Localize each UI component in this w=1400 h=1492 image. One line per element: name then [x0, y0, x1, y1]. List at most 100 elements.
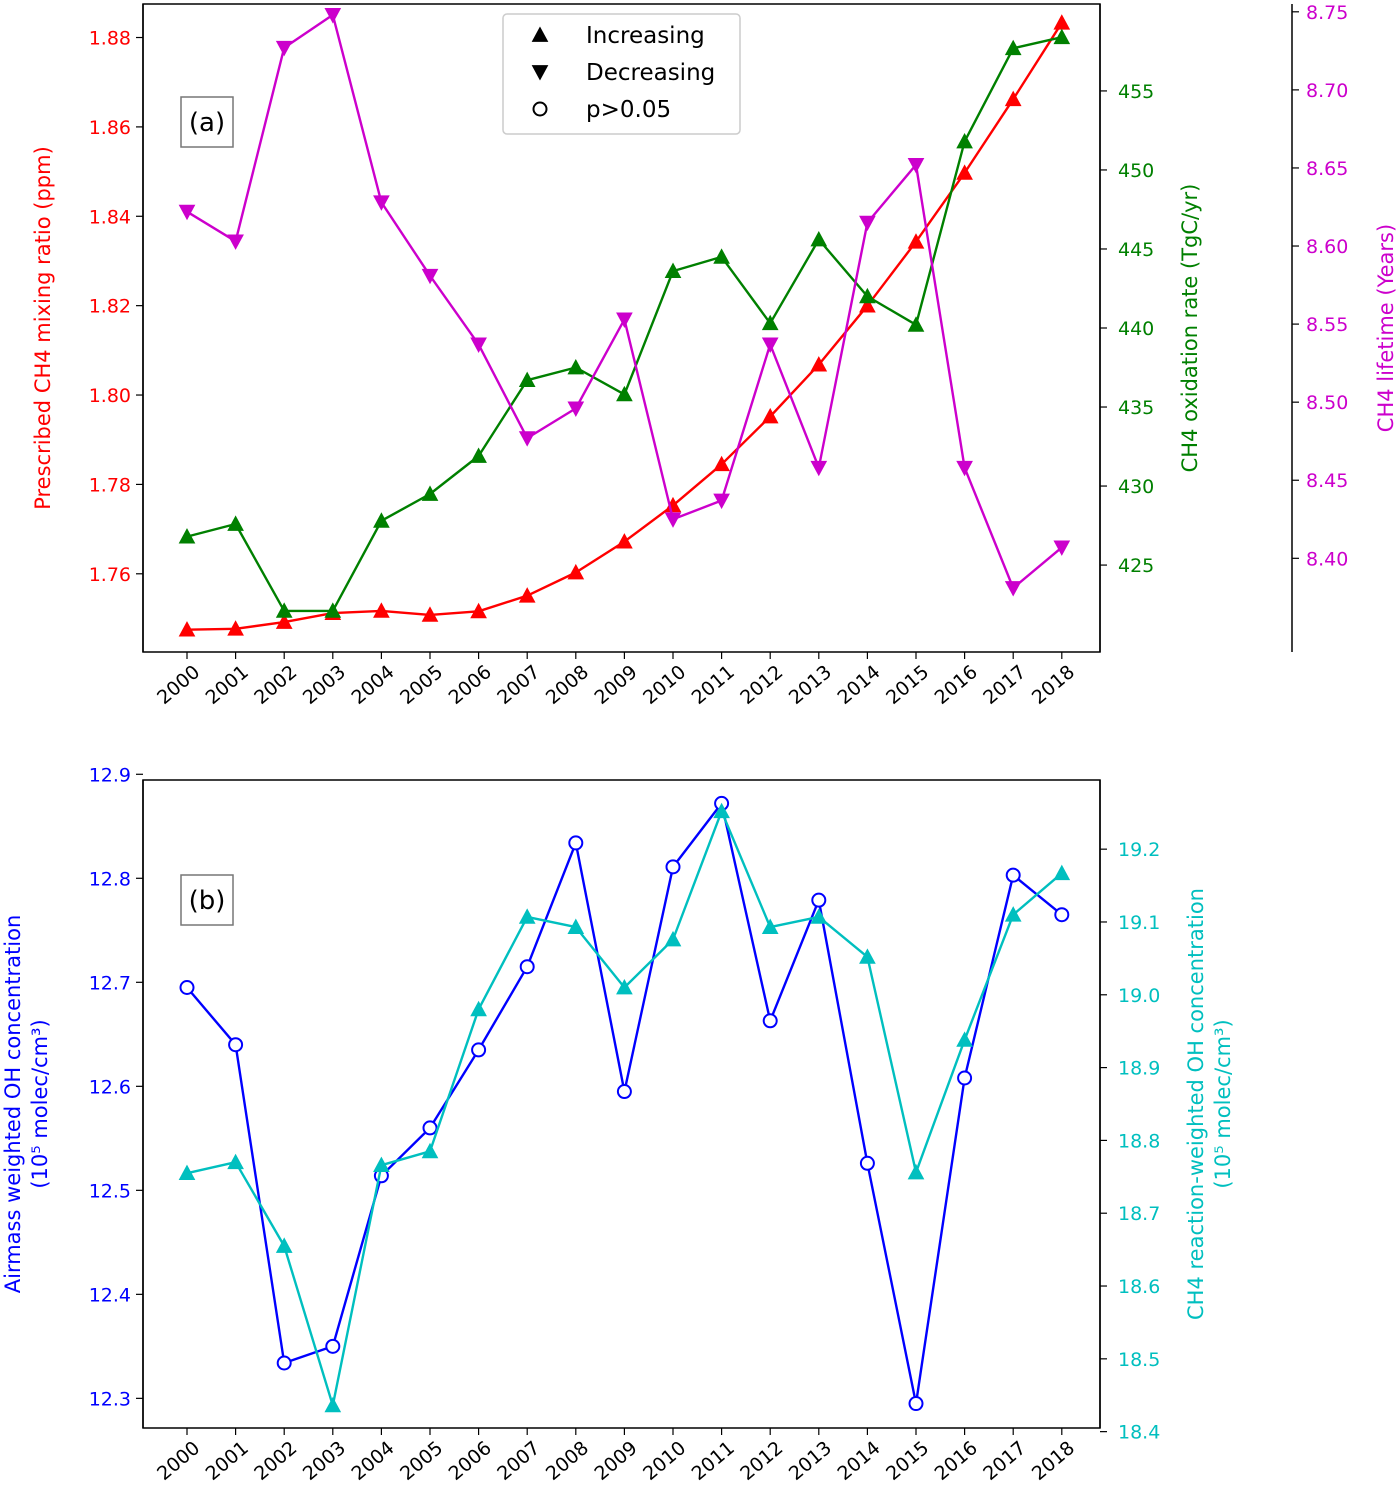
legend-label: p>0.05: [586, 97, 671, 123]
data-point-left: [957, 1070, 973, 1086]
right2-axis-title: CH4 lifetime (Years): [1374, 224, 1398, 432]
data-point-right: [664, 262, 682, 278]
data-point-left: [228, 1037, 244, 1053]
x-tick-label: 2007: [493, 661, 544, 709]
legend-marker: [531, 65, 549, 81]
x-tick-label: 2007: [493, 1437, 544, 1485]
data-point-left: [956, 164, 973, 180]
data-point-right: [616, 385, 633, 402]
x-tick-label: 2017: [979, 1437, 1030, 1485]
data-point-left: [421, 606, 439, 622]
data-point-right: [178, 528, 196, 544]
data-point-left: [275, 613, 293, 629]
x-tick-label: 2014: [833, 661, 884, 709]
x-tick-label: 2012: [736, 1437, 787, 1485]
right-axis-title: CH4 oxidation rate (TgC/yr): [1178, 184, 1202, 473]
data-point-right: [1053, 28, 1071, 45]
data-point-right: [178, 1164, 196, 1181]
right2-y-tick-label: 8.40: [1306, 548, 1348, 570]
right-y-tick-label: 450: [1118, 160, 1154, 182]
right-y-tick-label: 18.5: [1118, 1349, 1160, 1371]
data-point-right: [859, 948, 876, 964]
data-point-left: [1053, 14, 1071, 30]
data-point-left: [859, 297, 876, 313]
right-y-tick-label: 445: [1118, 239, 1154, 261]
data-point-right2: [713, 493, 730, 510]
right-y-tick-label: 19.1: [1118, 912, 1160, 934]
panel-label-box: [180, 874, 234, 926]
data-point-right2: [470, 337, 487, 353]
right2-y-tick-label: 8.50: [1306, 392, 1348, 414]
x-tick-label: 2006: [445, 1437, 496, 1485]
data-point-right: [421, 1142, 439, 1159]
x-tick-label: 2016: [931, 1437, 982, 1485]
x-tick-label: 2002: [250, 1437, 301, 1485]
right-y-tick-label: 18.8: [1118, 1130, 1160, 1152]
right-y-tick-label: 19.0: [1118, 985, 1160, 1007]
x-tick-label: 2018: [1028, 1437, 1079, 1485]
data-point-right: [567, 358, 585, 375]
right-y-tick-label: 455: [1118, 81, 1154, 103]
right2-y-tick-label: 8.60: [1306, 236, 1348, 258]
data-point-left: [1005, 867, 1021, 883]
series-line-left: [186, 802, 1063, 1405]
data-point-right2: [1053, 540, 1071, 556]
data-point-left: [470, 602, 487, 619]
data-point-right: [421, 485, 439, 501]
x-tick-label: 2000: [153, 661, 204, 709]
x-tick-label: 2011: [688, 661, 739, 709]
x-tick-label: 2009: [590, 661, 641, 709]
right2-y-tick-label: 8.45: [1306, 470, 1348, 492]
legend-marker: [531, 26, 549, 42]
data-point-right2: [664, 512, 682, 528]
right-y-tick-label: 18.9: [1118, 1058, 1160, 1080]
data-point-right: [227, 515, 244, 531]
left-y-tick-label: 12.5: [89, 1180, 131, 1202]
data-point-right: [470, 1000, 487, 1017]
data-point-left: [325, 1338, 341, 1354]
x-tick-label: 2009: [590, 1437, 641, 1485]
data-point-right: [664, 930, 682, 947]
data-point-left: [761, 407, 779, 424]
data-point-left: [567, 563, 585, 580]
data-point-right: [1004, 39, 1022, 56]
data-point-right: [373, 1156, 390, 1173]
x-tick-label: 2005: [396, 1437, 447, 1485]
data-point-right2: [518, 431, 536, 447]
x-tick-label: 2001: [202, 661, 253, 709]
x-tick-label: 2003: [299, 661, 350, 709]
right-y-tick-label: 18.4: [1118, 1422, 1160, 1444]
x-tick-label: 2008: [542, 661, 593, 709]
panel-label: (a): [189, 108, 225, 138]
data-point-right: [810, 908, 828, 924]
data-point-right2: [956, 460, 973, 477]
data-point-right2: [178, 204, 196, 221]
data-point-right2: [810, 460, 828, 477]
data-point-left: [665, 859, 681, 875]
data-point-right: [324, 602, 342, 618]
x-tick-label: 2003: [299, 1437, 350, 1485]
right-axis-title-units: (10⁵ molec/cm³): [1211, 1019, 1235, 1188]
left-y-tick-label: 1.86: [89, 117, 131, 139]
right-axis-title: CH4 reaction-weighted OH concentration: [1184, 888, 1208, 1320]
data-point-left: [908, 1396, 924, 1412]
data-point-right2: [616, 312, 633, 328]
plot-frame: [142, 779, 1101, 1429]
data-point-right: [761, 918, 779, 934]
left-y-tick-label: 1.78: [89, 474, 131, 496]
x-tick-label: 2002: [250, 661, 301, 709]
series-line-right: [186, 810, 1063, 1407]
data-point-right2: [761, 337, 779, 353]
x-tick-label: 2012: [736, 661, 787, 709]
x-tick-label: 2006: [445, 661, 496, 709]
left-y-tick-label: 12.8: [89, 868, 131, 890]
legend-label: Increasing: [586, 23, 705, 49]
x-tick-label: 2013: [785, 661, 836, 709]
x-tick-label: 2010: [639, 1437, 690, 1485]
x-tick-label: 2016: [931, 661, 982, 709]
data-point-left: [422, 1120, 438, 1136]
data-point-left: [859, 1155, 875, 1171]
panel-label: (b): [189, 886, 226, 916]
